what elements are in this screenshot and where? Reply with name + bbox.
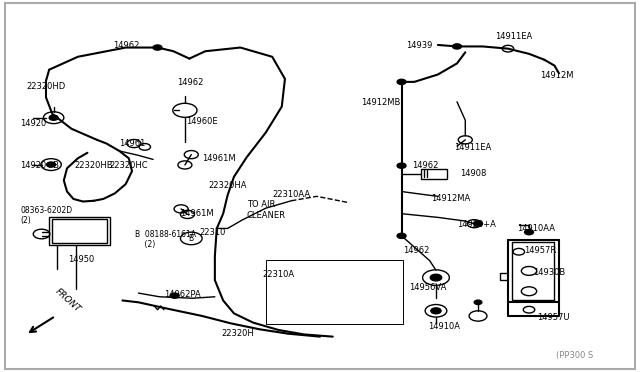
Text: 14910A: 14910A [428, 322, 460, 331]
Text: 08363-6202D
(2): 08363-6202D (2) [20, 206, 72, 225]
Text: 14961M: 14961M [180, 209, 213, 218]
Text: 14912MA: 14912MA [431, 195, 471, 203]
Text: FRONT: FRONT [54, 287, 83, 314]
Text: 14920: 14920 [20, 119, 47, 128]
Text: B: B [189, 234, 194, 243]
Text: 22310AA: 22310AA [272, 190, 310, 199]
Circle shape [397, 79, 406, 84]
Text: 14910AA: 14910AA [518, 224, 556, 233]
Text: 14957R: 14957R [524, 246, 556, 255]
Text: 14920+A: 14920+A [457, 220, 496, 229]
Text: 14911EA: 14911EA [495, 32, 532, 41]
Circle shape [397, 163, 406, 168]
Text: 22320HC: 22320HC [109, 161, 148, 170]
Text: 14962: 14962 [412, 161, 439, 170]
Bar [266, 260, 403, 324]
Text: 14908: 14908 [460, 169, 486, 177]
Text: 14911EA: 14911EA [454, 143, 491, 152]
Text: 14912M: 14912M [540, 71, 573, 80]
Text: 14960E: 14960E [186, 117, 218, 126]
Circle shape [430, 274, 442, 281]
Text: 14912MB: 14912MB [362, 99, 401, 108]
Text: 14920+B: 14920+B [20, 161, 60, 170]
Bar [420, 169, 447, 179]
Circle shape [474, 300, 482, 305]
Circle shape [180, 232, 202, 245]
Text: 14961: 14961 [119, 139, 146, 148]
Text: 22320H: 22320H [221, 329, 254, 338]
Text: 22320HD: 22320HD [27, 82, 66, 91]
Text: 14962PA: 14962PA [164, 291, 200, 299]
Bar [52, 219, 106, 243]
Text: 22320HA: 22320HA [209, 182, 247, 190]
Bar [49, 217, 109, 245]
Text: 14939: 14939 [406, 41, 433, 50]
Circle shape [525, 230, 534, 235]
Circle shape [153, 45, 162, 50]
Text: 14956VA: 14956VA [409, 283, 447, 292]
Text: B  08188-6161A
    (2): B 08188-6161A (2) [135, 230, 196, 249]
Text: 22320HB: 22320HB [75, 161, 113, 170]
Circle shape [452, 44, 461, 49]
Circle shape [431, 308, 441, 314]
Circle shape [474, 221, 483, 226]
Text: 14962: 14962 [113, 41, 140, 50]
Text: TO AIR
CLEANER: TO AIR CLEANER [246, 200, 285, 220]
Circle shape [49, 115, 58, 120]
Text: (PP300 S: (PP300 S [556, 350, 593, 359]
Circle shape [170, 293, 179, 298]
Text: 14962: 14962 [177, 78, 203, 87]
Text: 14950: 14950 [68, 255, 95, 264]
Circle shape [397, 233, 406, 238]
Text: 22310: 22310 [199, 228, 225, 237]
Text: 14962: 14962 [403, 246, 429, 255]
Text: 22310A: 22310A [262, 270, 295, 279]
Text: 14930B: 14930B [534, 268, 566, 277]
Circle shape [47, 162, 56, 167]
Text: 14957U: 14957U [537, 312, 569, 321]
Text: 14961M: 14961M [202, 154, 236, 163]
